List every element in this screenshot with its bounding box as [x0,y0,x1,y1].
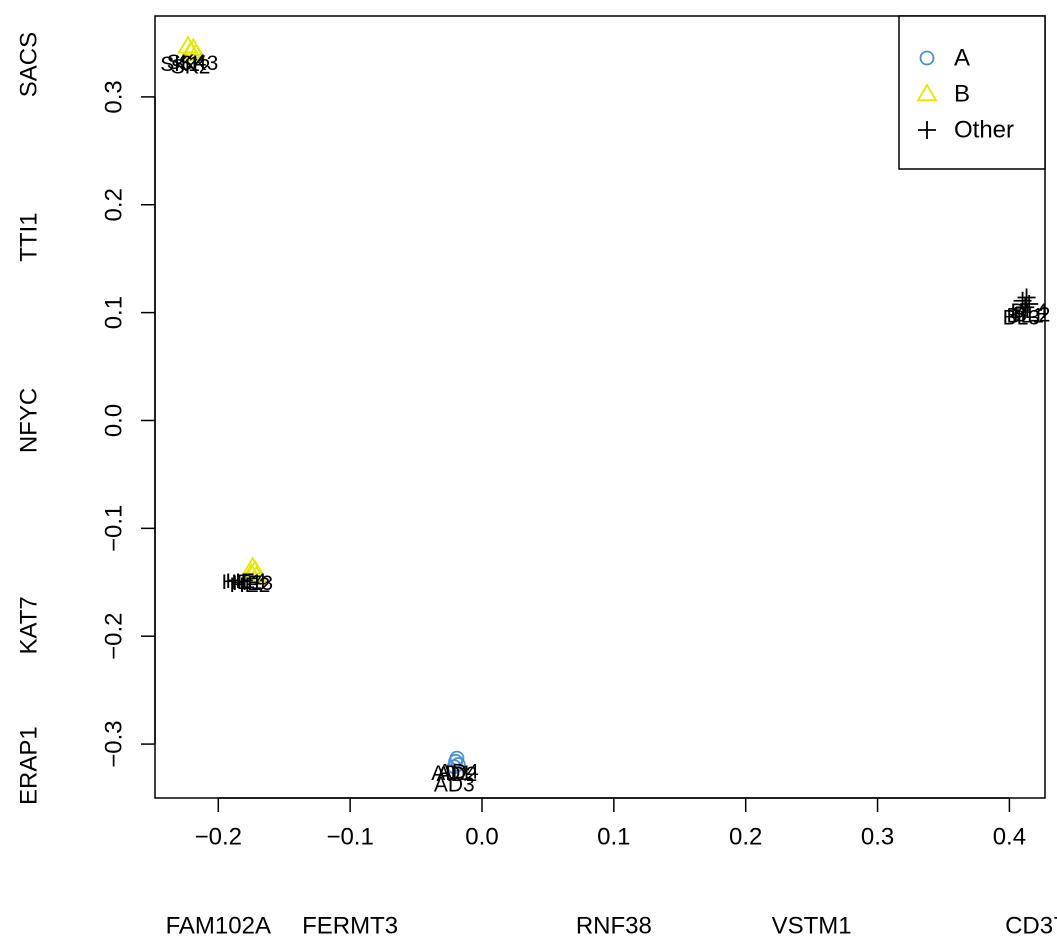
legend-marker-other [918,121,936,139]
legend-marker-a [919,50,935,66]
legend-marker-b [916,83,938,102]
legend-label-other: Other [954,116,1014,143]
x-gene-labels: FAM102A FERMT3 RNF38 VSTM1 CD37 [166,912,1057,939]
data-point-b-4 [185,42,207,61]
point-label-bl2: BL2 [1013,303,1050,326]
x-axis: −0.2 −0.1 0.0 0.1 0.2 0.3 0.4 [195,797,1026,850]
plot-marks [177,35,1039,775]
legend-label-a: A [954,44,970,71]
point-label-sk1: SK1 [160,53,200,76]
data-point-b-8 [245,565,268,584]
y-tick-label: −0.2 [100,613,127,660]
x-tick-label: −0.2 [195,823,242,850]
point-label-bl3: BL3 [1003,307,1040,330]
point-label-ad3: AD3 [434,774,475,797]
y-tick-label: −0.1 [100,505,127,552]
y-tick-label: −0.3 [100,720,127,767]
data-point-a-4 [446,759,462,775]
y-axis: −0.3 −0.2 −0.1 0.0 0.1 0.2 0.3 [100,80,156,768]
x-tick-label: 0.3 [861,823,894,850]
x-gene-label-fermt3: FERMT3 [302,912,398,939]
y-gene-label-kat7: KAT7 [15,596,42,654]
legend-label-b: B [954,80,970,107]
x-gene-label-fam102a: FAM102A [166,912,271,939]
x-tick-label: 0.0 [465,823,498,850]
x-gene-label-vstm1: VSTM1 [772,912,852,939]
y-tick-label: 0.1 [100,296,127,329]
y-gene-label-tti1: TTI1 [15,212,42,261]
x-gene-label-cd37: CD37 [1005,912,1057,939]
data-point-b-3 [180,40,202,59]
x-tick-label: 0.2 [729,823,762,850]
point-label-ad2: AD2 [437,763,478,786]
y-gene-label-erap1: ERAP1 [15,726,42,805]
data-point-other-3 [1020,294,1039,313]
point-label-he4: HE4 [226,570,267,593]
y-gene-label-sacs: SACS [15,32,42,97]
y-tick-label: 0.3 [100,80,127,113]
y-tick-label: 0.2 [100,188,127,221]
x-tick-label: 0.1 [597,823,630,850]
y-tick-label: 0.0 [100,404,127,437]
x-tick-label: 0.4 [993,823,1026,850]
data-point-a-2 [448,753,464,769]
point-label-sk3: SK3 [179,52,219,75]
point-label-bl1: BL1 [1007,304,1044,327]
point-label-bl4: BL4 [1010,300,1048,323]
legend-box [898,15,1046,170]
data-point-other-4 [1016,298,1035,317]
data-point-b-6 [244,559,266,578]
data-point-b-7 [240,562,262,581]
x-tick-label: −0.1 [326,823,373,850]
point-label-ad4: AD4 [438,761,479,784]
point-label-he2: HE2 [230,574,271,597]
point-label-ad1: AD1 [431,762,472,785]
point-label-he1: HE1 [222,571,263,594]
y-gene-label-nfyc: NFYC [15,388,42,453]
y-gene-labels: SACS TTI1 NFYC KAT7 ERAP1 [15,32,42,805]
x-gene-label-rnf38: RNF38 [576,912,652,939]
point-labels: SK1SK2SK3SK4HE1HE2HE3HE4AD1AD2AD3AD4BL1B… [160,51,1050,797]
point-label-he3: HE3 [232,572,273,595]
point-label-sk2: SK2 [171,55,211,78]
legend: AB Other [898,15,1046,170]
point-label-sk4: SK4 [167,51,207,74]
